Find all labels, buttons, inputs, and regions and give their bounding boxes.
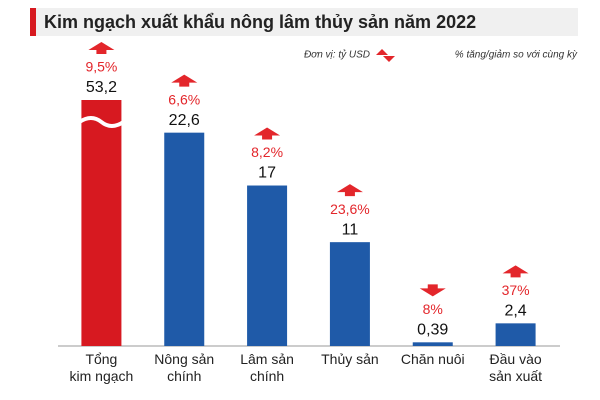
bar [412,342,453,346]
value-label: 0,39 [417,322,448,339]
bar [247,185,288,346]
bar [164,132,205,346]
value-label: 11 [342,221,359,238]
unit-note: Đơn vị: tỷ USD [304,49,370,61]
change-legend: % tăng/giảm so với cùng kỳ [455,49,578,61]
x-tick-label: Tổng kim ngạch [69,351,134,384]
title-band [30,8,578,36]
change-arrow [88,42,115,54]
bar [329,242,370,346]
change-arrow [254,127,281,140]
x-tick-label: Chăn nuôi [400,351,465,367]
value-label: 22,6 [169,112,200,129]
bar [495,323,536,346]
value-label: 53,2 [86,79,117,96]
change-label: 6,6% [168,91,200,107]
change-label: 8% [423,301,443,317]
change-arrow [502,265,529,278]
axis-break [78,116,125,128]
value-label: 17 [258,165,276,182]
x-tick-label: Đầu vào sản xuất [489,351,543,384]
x-tick-label: Lâm sản chính [240,351,294,384]
legend-icon [376,49,395,62]
change-label: 9,5% [85,59,117,75]
change-label: 8,2% [251,144,283,160]
chart-title: Kim ngạch xuất khẩu nông lâm thủy sản nă… [44,12,476,32]
change-arrow [336,184,363,197]
x-tick-label: Nông sản chính [154,351,215,384]
value-label: 2,4 [504,303,526,320]
title-accent [30,8,36,36]
change-arrow [419,284,446,297]
x-tick-label: Thủy sản [321,351,379,367]
change-arrow [171,74,198,87]
change-label: 37% [502,282,530,298]
bar [81,100,122,346]
change-label: 23,6% [330,201,370,217]
